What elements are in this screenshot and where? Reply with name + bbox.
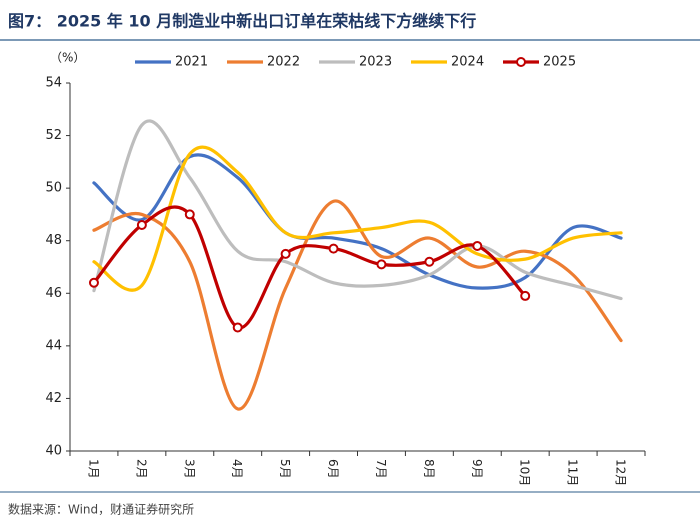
chart-title: 图7： 2025 年 10 月制造业中新出口订单在荣枯线下方继续下行 (8, 12, 476, 31)
series-marker (184, 209, 195, 220)
series-line (92, 119, 623, 301)
legend-label: 2021 (175, 55, 208, 70)
series-marker (136, 219, 147, 230)
x-tick-label: 1月 (86, 459, 100, 479)
x-tick-label: 6月 (326, 459, 340, 479)
series-marker (424, 256, 435, 267)
series-marker (376, 259, 387, 270)
series-marker (328, 243, 339, 254)
legend-label: 2025 (543, 55, 576, 70)
series-line (92, 145, 623, 292)
legend-marker (516, 57, 526, 67)
x-tick-label: 11月 (566, 459, 580, 486)
series-marker (88, 277, 99, 288)
series-line (92, 153, 623, 290)
legend-label: 2023 (359, 55, 392, 70)
y-tick-label: 44 (45, 338, 62, 353)
x-tick-label: 4月 (230, 459, 244, 479)
x-tick-label: 12月 (614, 459, 628, 486)
legend-label: 2024 (451, 55, 484, 70)
series-line (92, 199, 623, 411)
y-tick-label: 40 (45, 444, 62, 459)
series-marker (232, 322, 243, 333)
x-tick-label: 5月 (278, 459, 292, 479)
x-tick-label: 9月 (470, 459, 484, 479)
y-tick-label: 48 (45, 233, 62, 248)
source-note: 数据来源：Wind，财通证券研究所 (8, 502, 194, 517)
y-tick-label: 46 (45, 286, 62, 301)
y-tick-label: 52 (45, 128, 62, 143)
x-tick-label: 7月 (374, 459, 388, 479)
x-tick-label: 3月 (182, 459, 196, 479)
series-marker (520, 290, 531, 301)
legend-label: 2022 (267, 55, 300, 70)
y-axis-label: （%） (50, 51, 85, 65)
series-marker (472, 240, 483, 251)
x-tick-label: 2月 (134, 459, 148, 479)
y-tick-label: 50 (45, 181, 62, 196)
x-tick-label: 10月 (518, 459, 532, 486)
y-tick-label: 54 (45, 76, 62, 91)
series-line (92, 205, 527, 330)
y-tick-label: 42 (45, 391, 62, 406)
x-tick-label: 8月 (422, 459, 436, 479)
series-marker (280, 248, 291, 259)
